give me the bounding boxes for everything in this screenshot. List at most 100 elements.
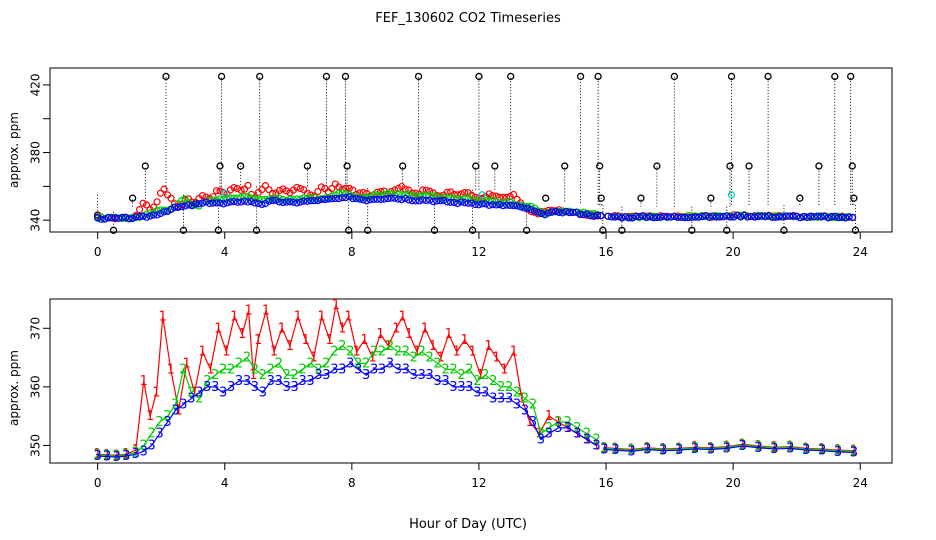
series-2-point-label: 2 [386,339,394,354]
series-1-marker [258,185,266,194]
series-3-marker [184,201,193,209]
series-1-point-label: 1 [600,441,608,456]
series-1-point-label: 1 [286,339,294,354]
series-3-marker [520,204,528,212]
series-3-marker [209,199,217,207]
series-1-marker [303,189,311,197]
bottom-x-tick-label: 12 [471,476,486,490]
series-1-marker [212,187,221,195]
series-1-point-label: 1 [592,438,600,453]
series-3-point-label: 3 [850,445,858,460]
spike-marker [707,194,715,202]
series-3-marker [593,211,602,219]
series-2-marker [422,192,430,200]
top-panel: approx. ppm 0 4 8 12 16 20 24 340 380 420 [7,67,893,259]
series-2-marker [464,194,472,202]
series-3-marker [800,212,808,221]
series-3-marker [740,211,748,220]
series-3-point-label: 3 [338,362,346,377]
series-3-marker [831,212,839,220]
series-3-marker [258,200,266,209]
series-3-marker [415,197,423,205]
series-2-point-label: 2 [394,345,402,360]
series-1-point-label: 1 [262,304,270,319]
series-3-point-label: 3 [402,362,410,377]
series-3-point-label: 3 [227,380,235,395]
series-3-marker [345,193,353,201]
series-3-marker [310,197,318,205]
series-3-marker [450,198,458,207]
series-2-marker [412,193,420,201]
series-1-point-label: 1 [338,321,346,336]
series-3-marker [796,214,804,222]
series-3-marker [702,212,710,220]
series-3-marker [569,208,577,216]
series-3-marker [789,212,797,220]
series-3-point-label: 3 [132,447,140,462]
series-2-point-label: 2 [132,445,140,460]
series-3-point-label: 3 [354,362,362,377]
series-1-point-label: 1 [545,409,553,424]
series-3-marker [489,201,497,209]
series-3-marker [639,212,647,220]
series-1-point-label: 1 [244,304,252,319]
series-3-marker [586,212,595,220]
series-3-marker [296,198,304,206]
series-3-marker [363,197,371,205]
series-1-marker [359,188,367,197]
series-3-marker [513,202,521,210]
series-3-marker [125,215,133,223]
series-1-point-label: 1 [249,368,257,383]
spike-marker [236,162,245,170]
series-3-marker [419,196,427,204]
series-3-marker [142,213,151,221]
series-3-point-label: 3 [600,443,608,458]
series-3-marker [265,197,273,205]
series-2-point-label: 2 [545,421,553,436]
series-2-point-label: 2 [554,415,562,430]
series-3-point-label: 3 [298,374,306,389]
series-3-point-label: 3 [346,356,354,371]
series-2-point-label: 2 [259,368,267,383]
series-3-point-label: 3 [122,449,130,464]
series-3-marker [136,212,144,221]
series-2-point-label: 2 [583,427,591,442]
series-3-marker [401,194,409,203]
series-3-point-label: 3 [802,443,810,458]
series-2-marker [433,192,441,201]
series-2-point-label: 2 [850,444,858,459]
series-2-point-label: 2 [314,362,322,377]
series-3-marker [338,194,346,202]
series-1-point-label: 1 [392,321,400,336]
series-1-marker [275,186,284,195]
series-3-marker [751,213,759,221]
series-3-point-label: 3 [513,397,521,412]
series-3-point-label: 3 [611,443,619,458]
series-2-point-label: 2 [306,356,314,371]
series-1-point-label: 1 [510,345,518,360]
series-3-marker [772,213,780,221]
spike-marker [688,226,696,234]
series-3-marker [681,214,689,222]
series-3-point-label: 3 [457,380,465,395]
series-3-marker [300,197,308,205]
series-1-marker [265,186,273,194]
series-3-point-label: 3 [473,386,481,401]
series-1-point-label: 1 [535,427,543,442]
series-3-marker [230,197,238,206]
series-3-marker [279,198,287,207]
series-3-point-label: 3 [754,441,762,456]
series-3-marker [716,213,724,221]
spike-marker [214,226,223,234]
series-3-marker [286,198,294,206]
series-3-point-label: 3 [148,438,156,453]
series-3-marker [335,195,343,203]
series-3-marker [625,214,633,222]
series-3-marker [177,203,186,211]
series-3-point-label: 3 [489,392,497,407]
series-2-point-label: 2 [275,356,283,371]
series-1-marker [426,187,434,195]
series-3-point-label: 3 [163,415,171,430]
series-3-marker [188,202,196,210]
series-2-marker [349,192,357,201]
